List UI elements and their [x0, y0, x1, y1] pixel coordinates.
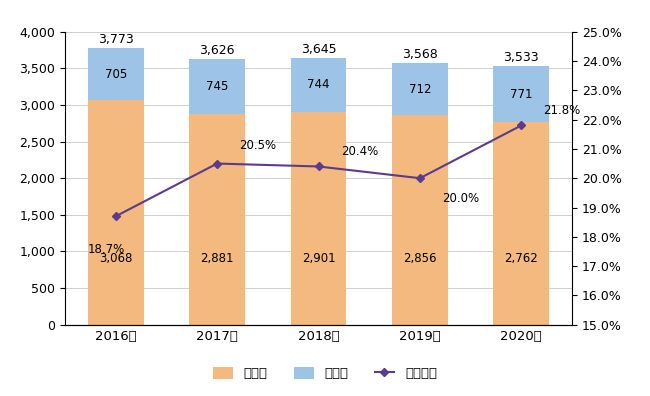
- Text: 2,762: 2,762: [504, 252, 538, 265]
- Text: 2,856: 2,856: [403, 252, 437, 265]
- 女性比率: [213, 161, 221, 166]
- Text: 744: 744: [307, 78, 330, 91]
- Bar: [493, 66, 549, 122]
- Bar: [392, 63, 448, 116]
- Text: 18.7%: 18.7%: [87, 243, 125, 256]
- Bar: [88, 48, 144, 100]
- Text: 20.5%: 20.5%: [239, 139, 276, 152]
- Bar: [493, 122, 549, 325]
- Bar: [189, 59, 245, 114]
- Text: 20.0%: 20.0%: [442, 192, 479, 205]
- Bar: [88, 100, 144, 325]
- Bar: [291, 112, 346, 325]
- Text: 3,068: 3,068: [99, 252, 133, 265]
- Line: 女性比率: 女性比率: [112, 122, 525, 219]
- Text: 3,773: 3,773: [98, 34, 134, 46]
- 女性比率: [416, 176, 424, 181]
- 女性比率: [315, 164, 322, 169]
- Text: 3,568: 3,568: [402, 48, 438, 61]
- Legend: 男性計, 女性計, 女性比率: 男性計, 女性計, 女性比率: [208, 362, 442, 385]
- Text: 20.4%: 20.4%: [341, 145, 378, 158]
- Text: 712: 712: [409, 83, 431, 96]
- Text: 3,626: 3,626: [200, 44, 235, 57]
- Bar: [189, 114, 245, 325]
- 女性比率: [517, 123, 525, 128]
- Text: 3,645: 3,645: [301, 43, 336, 56]
- Text: 21.8%: 21.8%: [543, 104, 581, 117]
- Text: 745: 745: [206, 80, 228, 93]
- 女性比率: [112, 214, 120, 219]
- Text: 771: 771: [510, 88, 532, 101]
- Text: 2,901: 2,901: [302, 252, 335, 265]
- Bar: [291, 58, 346, 112]
- Text: 2,881: 2,881: [200, 252, 234, 265]
- Bar: [392, 116, 448, 325]
- Text: 3,533: 3,533: [504, 51, 539, 64]
- Text: 705: 705: [105, 68, 127, 81]
